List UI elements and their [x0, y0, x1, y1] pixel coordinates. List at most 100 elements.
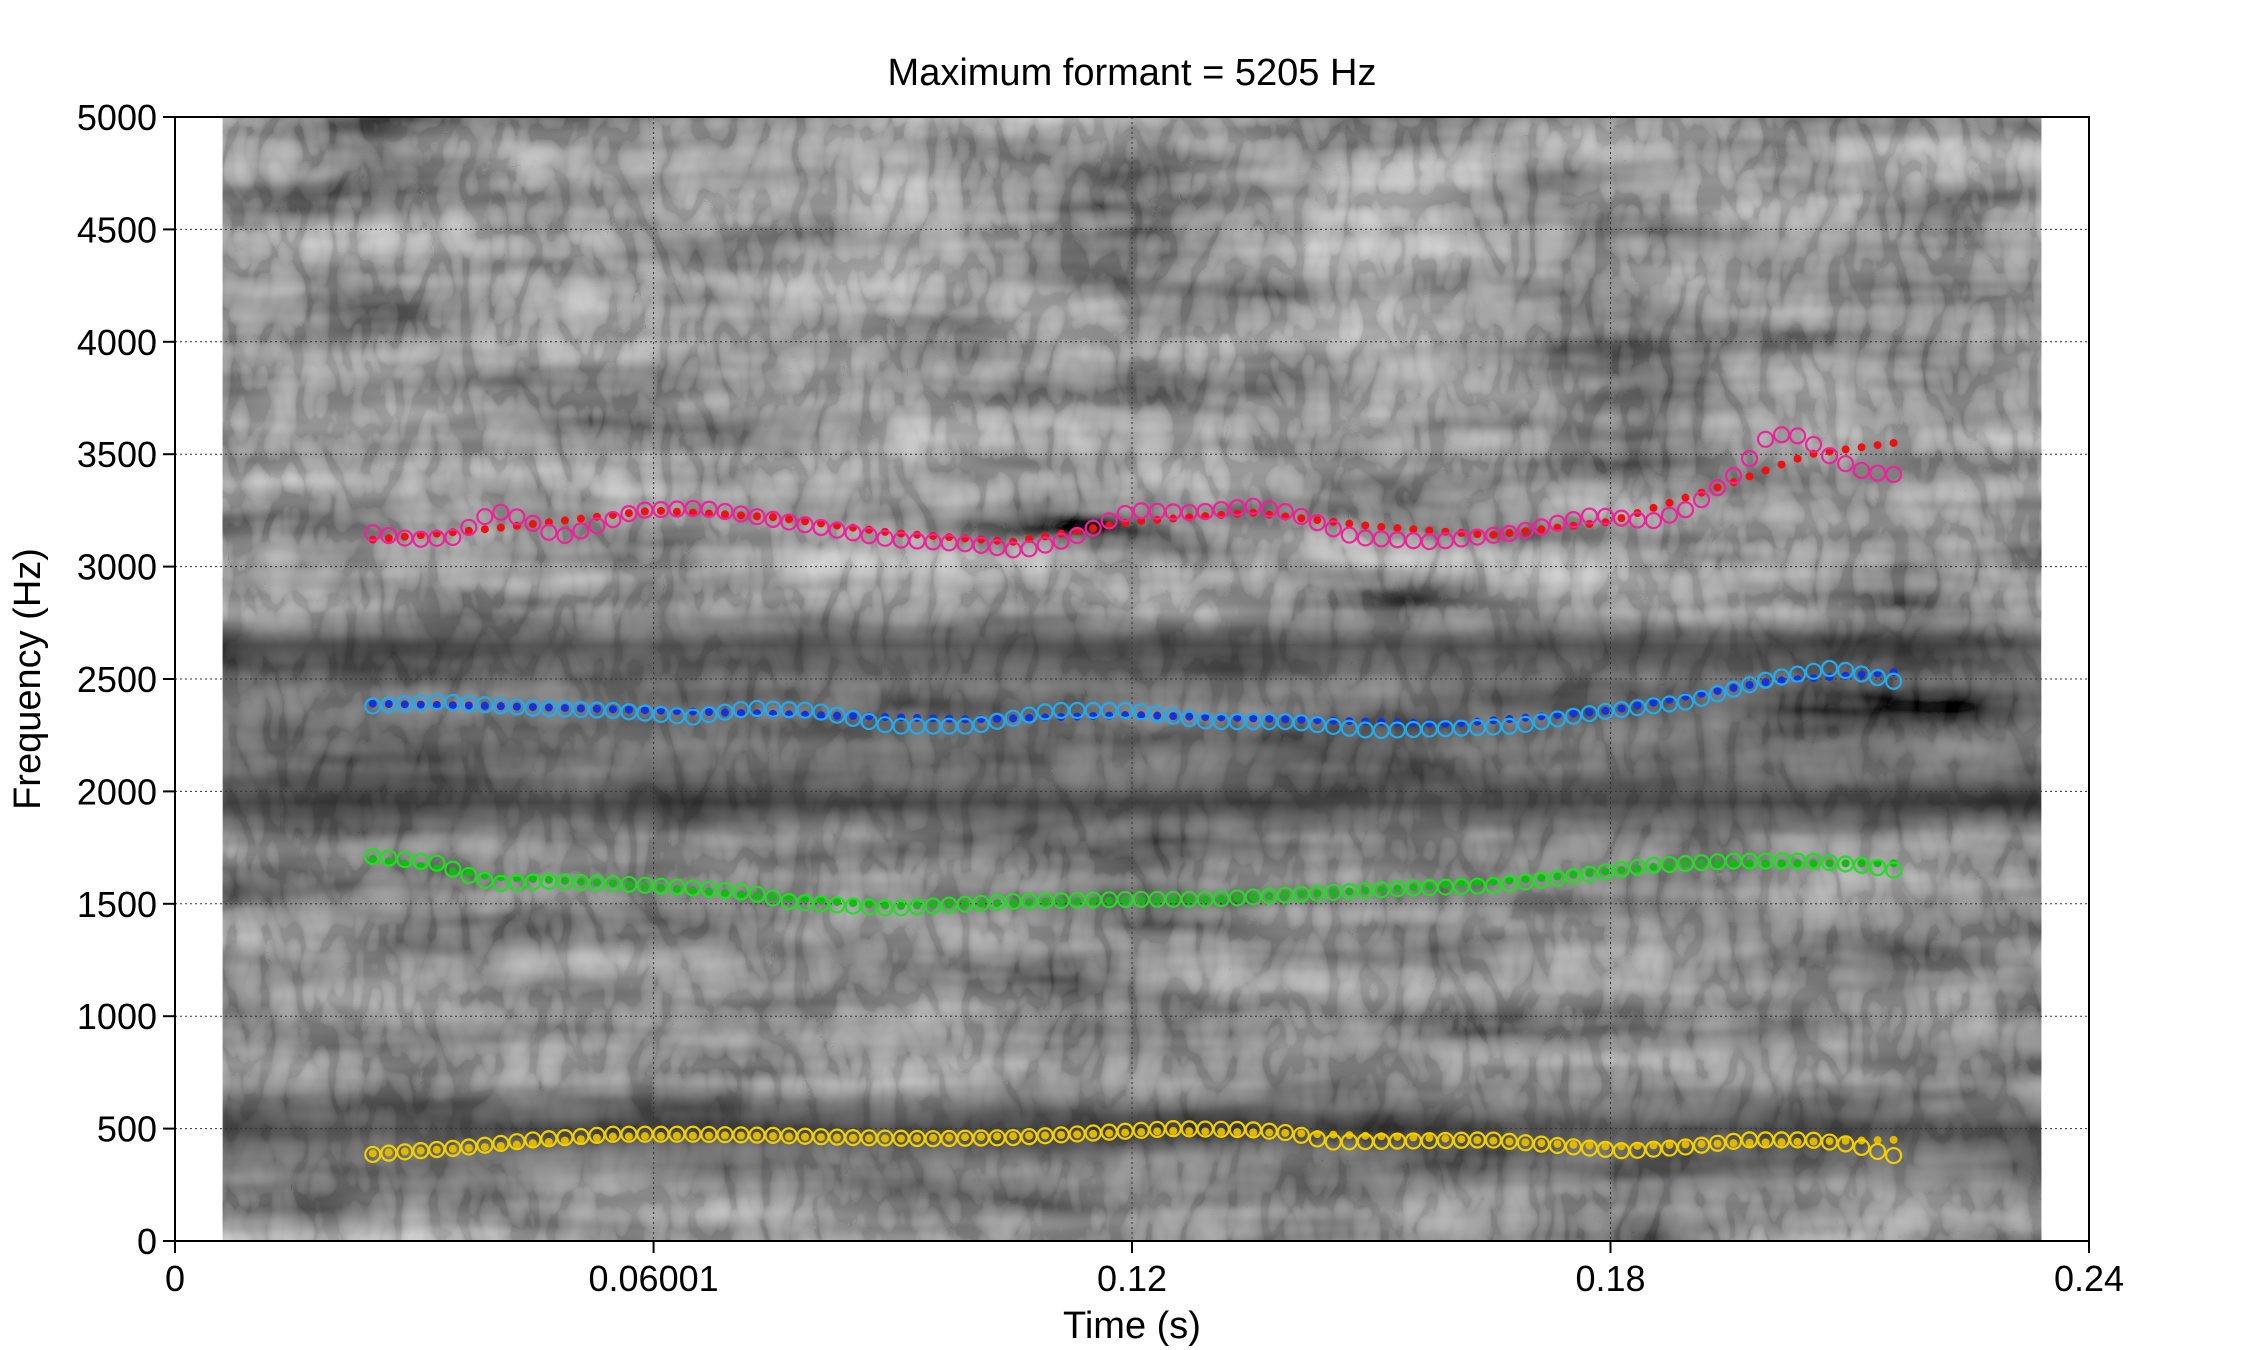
smoothed-point: [1809, 859, 1818, 868]
y-tick-label: 2500: [77, 659, 157, 700]
measured-point: [796, 701, 814, 719]
smoothed-point: [768, 513, 777, 522]
smoothed-point: [1233, 1128, 1242, 1137]
measured-point: [700, 706, 718, 724]
measured-point: [1708, 1134, 1727, 1152]
smoothed-point: [1121, 1128, 1130, 1137]
measured-point: [1516, 521, 1535, 540]
smoothed-point: [496, 523, 505, 532]
measured-point: [1885, 1146, 1903, 1165]
measured-point: [812, 518, 830, 537]
smoothed-point: [1681, 1140, 1690, 1149]
smoothed-point: [1569, 1140, 1578, 1149]
smoothed-point: [752, 891, 761, 900]
measured-point: [1804, 1131, 1823, 1149]
smoothed-point: [1489, 1136, 1498, 1145]
smoothed-point: [1857, 670, 1866, 679]
measured-point: [1500, 717, 1519, 735]
smoothed-point: [1761, 466, 1770, 475]
measured-point: [1532, 1135, 1551, 1153]
measured-point: [764, 889, 782, 907]
smoothed-point: [560, 516, 569, 525]
smoothed-point: [528, 875, 537, 884]
measured-point: [1292, 714, 1310, 732]
measured-point: [876, 529, 894, 547]
measured-point: [1548, 869, 1567, 887]
measured-point: [1116, 504, 1134, 523]
smoothed-point: [1313, 516, 1322, 525]
smoothed-point: [640, 882, 649, 891]
smoothed-point: [704, 708, 713, 717]
smoothed-point: [1745, 472, 1754, 481]
smoothed-point: [1665, 861, 1674, 870]
measured-point: [860, 527, 878, 545]
smoothed-point: [512, 1140, 521, 1149]
smoothed-point: [977, 899, 986, 908]
smoothed-point: [1025, 713, 1034, 722]
smoothed-point: [704, 1131, 713, 1140]
x-tick-label: 0.06001: [589, 1258, 719, 1299]
smoothed-point: [1009, 1132, 1018, 1141]
measured-point: [1452, 530, 1470, 548]
measured-point: [604, 511, 622, 529]
measured-point: [716, 502, 734, 521]
y-tick-label: 1500: [77, 884, 157, 925]
smoothed-point: [1281, 1128, 1290, 1137]
smoothed-point: [608, 1132, 617, 1141]
smoothed-point: [368, 1149, 377, 1158]
smoothed-point: [1441, 881, 1450, 890]
smoothed-point: [544, 1137, 553, 1146]
smoothed-point: [1777, 676, 1786, 685]
smoothed-point: [1729, 683, 1738, 692]
smoothed-point: [1329, 888, 1338, 897]
smoothed-point: [544, 703, 553, 712]
smoothed-point: [1201, 1127, 1210, 1136]
measured-point: [1484, 526, 1502, 544]
measured-point: [732, 505, 750, 523]
measured-point: [1612, 509, 1631, 527]
measured-point: [556, 526, 574, 544]
measured-point: [972, 536, 990, 554]
smoothed-point: [1313, 889, 1322, 898]
smoothed-point: [1457, 1135, 1466, 1144]
smoothed-point: [1041, 897, 1050, 906]
measured-point: [956, 717, 974, 735]
smoothed-point: [624, 880, 633, 889]
smoothed-point: [656, 506, 665, 515]
measured-point: [1260, 1122, 1278, 1140]
smoothed-point: [945, 1133, 954, 1142]
smoothed-point: [1361, 886, 1370, 895]
smoothed-point: [640, 507, 649, 516]
measured-point: [828, 521, 846, 539]
smoothed-point: [720, 888, 729, 897]
smoothed-point: [1489, 530, 1498, 539]
smoothed-point: [608, 879, 617, 888]
smoothed-point: [1777, 460, 1786, 469]
axes: 0 0.06001 0.12 0.18 0.24 0 500 1000 1500 2000 2500…: [77, 97, 2124, 1299]
measured-point: [1692, 491, 1711, 509]
smoothed-point: [400, 700, 409, 709]
smoothed-point: [384, 700, 393, 709]
smoothed-point: [384, 857, 393, 866]
measured-point: [684, 879, 702, 897]
smoothed-point: [1841, 859, 1850, 868]
smoothed-point: [865, 1134, 874, 1143]
smoothed-point: [1009, 714, 1018, 723]
smoothed-point: [865, 900, 874, 909]
measured-point: [1564, 867, 1583, 886]
measured-point: [1836, 661, 1855, 680]
smoothed-point: [1745, 859, 1754, 868]
measured-point: [1516, 715, 1535, 734]
smoothed-point: [817, 519, 826, 528]
measured-point: [460, 866, 478, 885]
measured-point: [1836, 855, 1855, 873]
measured-point: [1724, 467, 1743, 485]
measured-point: [1532, 871, 1551, 889]
smoothed-point: [1633, 701, 1642, 710]
measured-point: [1724, 680, 1743, 698]
measured-point: [364, 524, 382, 542]
smoothed-point: [1665, 1140, 1674, 1149]
measured-point: [1756, 430, 1775, 448]
measured-point: [1885, 465, 1903, 484]
smoothed-point: [1473, 1136, 1482, 1145]
